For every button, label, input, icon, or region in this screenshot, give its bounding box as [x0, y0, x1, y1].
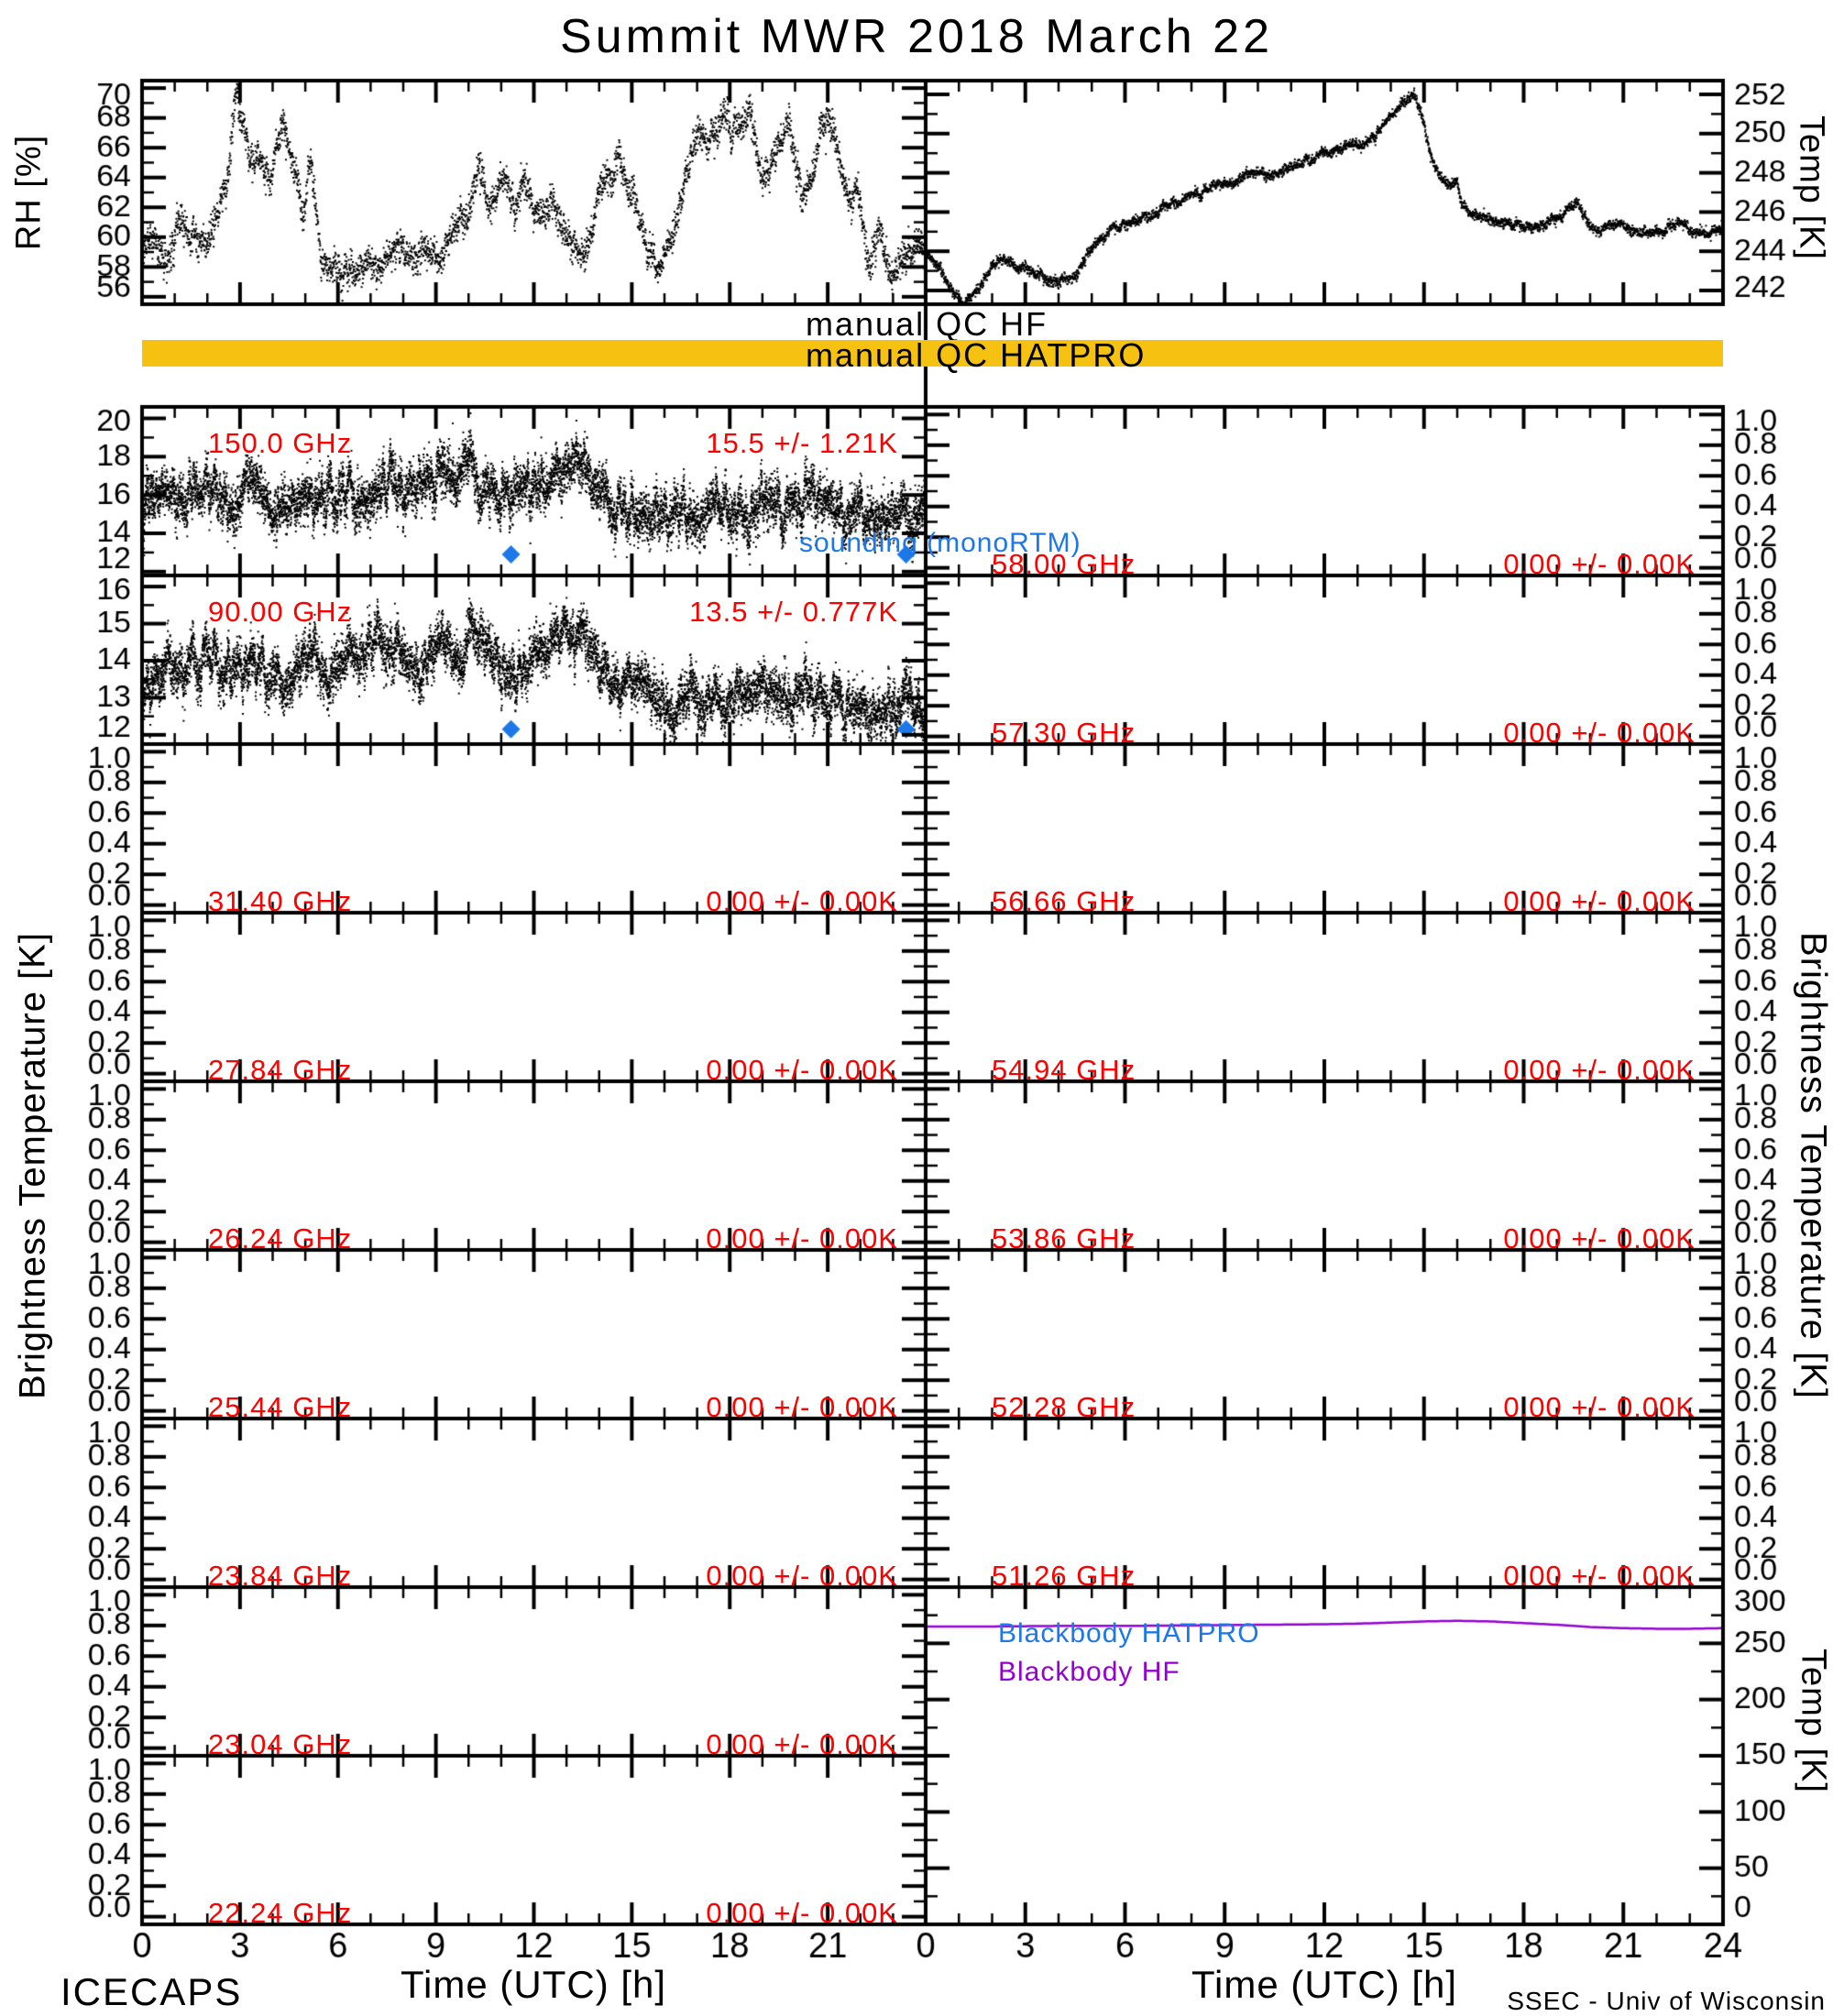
rh-axis-label: RH [%]: [9, 134, 49, 251]
panel-frequency-label: 23.04 GHz: [208, 1728, 353, 1760]
panel-stats-label: 15.5 +/- 1.21K: [706, 427, 898, 459]
panel-frequency-label: 25.44 GHz: [208, 1391, 353, 1423]
brightness-temp-left-axis-label: Brightness Temperature [K]: [12, 932, 53, 1399]
panel-frequency-label: 23.84 GHz: [208, 1560, 353, 1592]
panel-stats-label: 0.00 +/- 0.00K: [706, 1391, 898, 1423]
panel-frequency-label: 26.24 GHz: [208, 1222, 353, 1255]
ssec-credit-label: SSEC - Univ of Wisconsin: [1507, 1987, 1826, 2015]
panel-frequency-label: 53.86 GHz: [992, 1222, 1136, 1255]
panel-frequency-label: 22.24 GHz: [208, 1897, 353, 1929]
brightness-temp-right-axis-label: Brightness Temperature [K]: [1793, 932, 1833, 1399]
panel-stats-label: 0.00 +/- 0.00K: [1503, 1054, 1696, 1086]
panel-frequency-label: 51.26 GHz: [992, 1560, 1136, 1592]
temp-bottom-axis-label: Temp [K]: [1794, 1649, 1833, 1793]
blackbody-hatpro-legend-label: Blackbody HATPRO: [998, 1618, 1260, 1649]
qc-hatpro-bar: [142, 340, 1723, 367]
panel-stats-label: 0.00 +/- 0.00K: [706, 1222, 898, 1255]
panel-stats-label: 0.00 +/- 0.00K: [706, 1897, 898, 1929]
panel-stats-label: 0.00 +/- 0.00K: [1503, 1560, 1696, 1592]
time-axis-label-left: Time (UTC) [h]: [400, 1963, 667, 2006]
time-axis-label-right: Time (UTC) [h]: [1191, 1963, 1458, 2006]
temp-top-axis-label: Temp [K]: [1792, 115, 1831, 260]
qc-hatpro-label: manual QC HATPRO: [806, 336, 1147, 374]
panel-frequency-label: 27.84 GHz: [208, 1054, 353, 1086]
panel-stats-label: 0.00 +/- 0.00K: [706, 1560, 898, 1592]
panel-frequency-label: 150.0 GHz: [208, 427, 353, 459]
panel-frequency-label: 58.00 GHz: [992, 548, 1136, 580]
panel-frequency-label: 31.40 GHz: [208, 885, 353, 917]
panel-frequency-label: 90.00 GHz: [208, 596, 353, 628]
panel-frequency-label: 57.30 GHz: [992, 717, 1136, 749]
panel-frequency-label: 54.94 GHz: [992, 1054, 1136, 1086]
panel-stats-label: 0.00 +/- 0.00K: [1503, 1222, 1696, 1255]
panel-stats-label: 0.00 +/- 0.00K: [706, 885, 898, 917]
panel-stats-label: 0.00 +/- 0.00K: [1503, 885, 1696, 917]
blackbody-hf-legend-label: Blackbody HF: [998, 1657, 1180, 1687]
figure-title: Summit MWR 2018 March 22: [560, 10, 1273, 63]
panel-stats-label: 0.00 +/- 0.00K: [1503, 1391, 1696, 1423]
panel-frequency-label: 56.66 GHz: [992, 885, 1136, 917]
panel-stats-label: 13.5 +/- 0.777K: [689, 596, 898, 628]
qc-hf-label: manual QC HF: [806, 305, 1048, 343]
panel-stats-label: 0.00 +/- 0.00K: [706, 1728, 898, 1760]
icecaps-label: ICECAPS: [60, 1970, 243, 2013]
panel-stats-label: 0.00 +/- 0.00K: [1503, 717, 1696, 749]
panel-stats-label: 0.00 +/- 0.00K: [706, 1054, 898, 1086]
sounding-legend-label: sounding (monoRTM): [799, 528, 1081, 558]
panel-frequency-label: 52.28 GHz: [992, 1391, 1136, 1423]
panel-stats-label: 0.00 +/- 0.00K: [1503, 548, 1696, 580]
